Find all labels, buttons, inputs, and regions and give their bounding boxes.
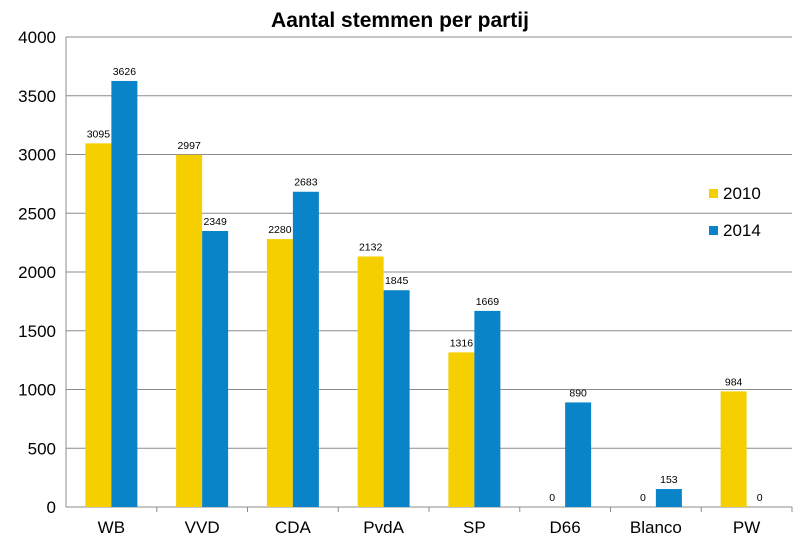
bar-2010	[266, 239, 293, 507]
legend-label: 2014	[723, 221, 761, 240]
y-tick-label: 1500	[18, 322, 56, 341]
y-tick-label: 1000	[18, 381, 56, 400]
data-label: 890	[569, 387, 587, 399]
bar-2014	[292, 191, 319, 507]
data-label: 1845	[385, 275, 409, 287]
y-tick-label: 500	[28, 439, 56, 458]
data-label: 153	[660, 474, 678, 486]
data-labels: 3095 3626 2997 2349 2280 2683 2132 1845 1316 1669…	[87, 66, 763, 504]
y-tick-label: 2000	[18, 263, 56, 282]
bar-2010	[448, 352, 475, 507]
data-label: 0	[549, 492, 555, 504]
x-tick-label: Blanco	[630, 518, 682, 537]
data-label: 984	[725, 376, 743, 388]
y-tick-label: 2500	[18, 204, 56, 223]
x-tick-label: PvdA	[363, 518, 404, 537]
legend-swatch-2010	[709, 189, 718, 198]
data-label: 2683	[294, 177, 318, 189]
data-label: 2997	[177, 140, 201, 152]
bar-2014	[111, 80, 138, 507]
y-tick-label: 3000	[18, 146, 56, 165]
data-label: 2349	[203, 216, 227, 228]
data-label: 0	[757, 492, 763, 504]
legend: 2010 2014	[709, 184, 761, 240]
bar-2010	[176, 154, 203, 508]
x-tick-label: WB	[98, 518, 125, 537]
data-label: 1316	[450, 337, 474, 349]
y-tick-label: 4000	[18, 28, 56, 47]
y-tick-label: 3500	[18, 87, 56, 106]
data-label: 2132	[359, 241, 383, 253]
data-label: 2280	[268, 224, 292, 236]
legend-label: 2010	[723, 184, 761, 203]
chart-title: Aantal stemmen per partij	[271, 9, 529, 32]
data-label: 1669	[476, 296, 500, 308]
bar-2014	[202, 230, 229, 507]
x-tick-label: CDA	[275, 518, 312, 537]
bar-2014	[655, 489, 682, 507]
data-label: 0	[640, 492, 646, 504]
data-label: 3626	[113, 66, 137, 78]
bar-2010	[357, 256, 384, 507]
bar-2014	[383, 290, 410, 507]
x-tick-label: SP	[463, 518, 486, 537]
legend-swatch-2014	[709, 226, 718, 235]
y-tick-label: 0	[47, 498, 56, 517]
bar-2010	[720, 391, 747, 507]
bar-2014	[474, 310, 501, 507]
data-label: 3095	[87, 128, 111, 140]
gridlines	[66, 36, 792, 449]
bar-2010	[85, 143, 112, 507]
x-tick-label: PW	[733, 518, 760, 537]
x-tick-label: D66	[550, 518, 581, 537]
bar-2014	[565, 402, 592, 507]
x-tick-label: VVD	[185, 518, 220, 537]
bars	[85, 80, 747, 508]
